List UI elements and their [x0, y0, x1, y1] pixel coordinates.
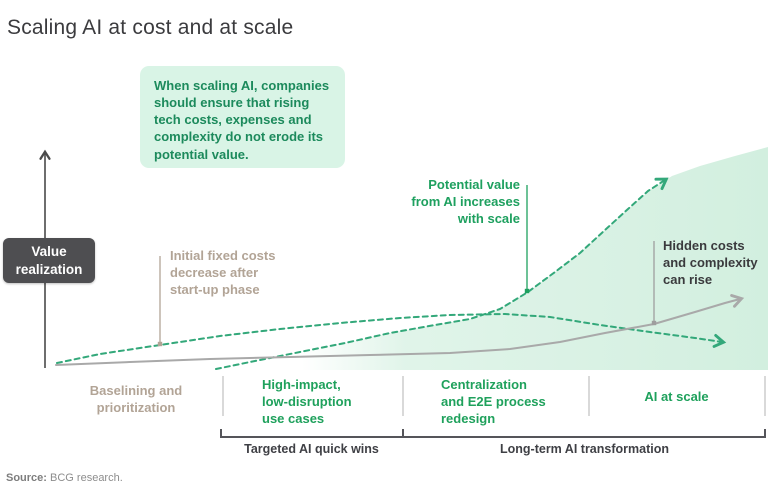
phase-label-high-impact: High-impact, low-disruption use cases: [262, 377, 352, 426]
phase-divider-4: [764, 376, 766, 416]
phase-divider-1: [222, 376, 224, 416]
source-note: Source: BCG research.: [6, 472, 123, 484]
stage-label-quick-wins: Targeted AI quick wins: [244, 442, 379, 456]
stage-label-long-term: Long-term AI transformation: [500, 442, 669, 456]
stage-bracket-tick-right: [764, 429, 766, 437]
annotation-hidden-costs: Hidden costs and complexity can rise: [663, 238, 758, 288]
phase-divider-2: [402, 376, 404, 416]
phase-label-ai-at-scale: AI at scale: [644, 389, 709, 404]
potential-value-pointer-dot: [524, 288, 530, 294]
stage-bracket-tick-middle: [402, 429, 404, 437]
hidden-costs-pointer-dot: [651, 320, 657, 326]
page-title: Scaling AI at cost and at scale: [7, 16, 294, 40]
phase-label-centralization: Centralization and E2E process redesign: [441, 377, 546, 426]
stage-bracket-tick-left: [220, 429, 222, 437]
source-prefix: Source:: [6, 472, 47, 484]
source-text: BCG research.: [46, 472, 123, 484]
callout-text: When scaling AI, companies should ensure…: [154, 78, 330, 162]
series-curve-1: [56, 313, 727, 364]
stage-bracket-line: [220, 436, 766, 438]
potential-value-area: [302, 147, 768, 370]
series-curve-0: [215, 177, 669, 370]
phase-label-baselining: Baselining and prioritization: [89, 383, 183, 415]
callout-box: When scaling AI, companies should ensure…: [140, 66, 345, 168]
phase-divider-3: [588, 376, 590, 416]
annotation-initial-fixed-costs: Initial fixed costs decrease after start…: [170, 248, 276, 298]
series-curve-2: [55, 294, 745, 366]
annotation-potential-value: Potential value from AI increases with s…: [411, 177, 520, 227]
y-axis-label: Value realization: [3, 238, 95, 284]
fixed-costs-pointer-dot: [157, 341, 163, 347]
